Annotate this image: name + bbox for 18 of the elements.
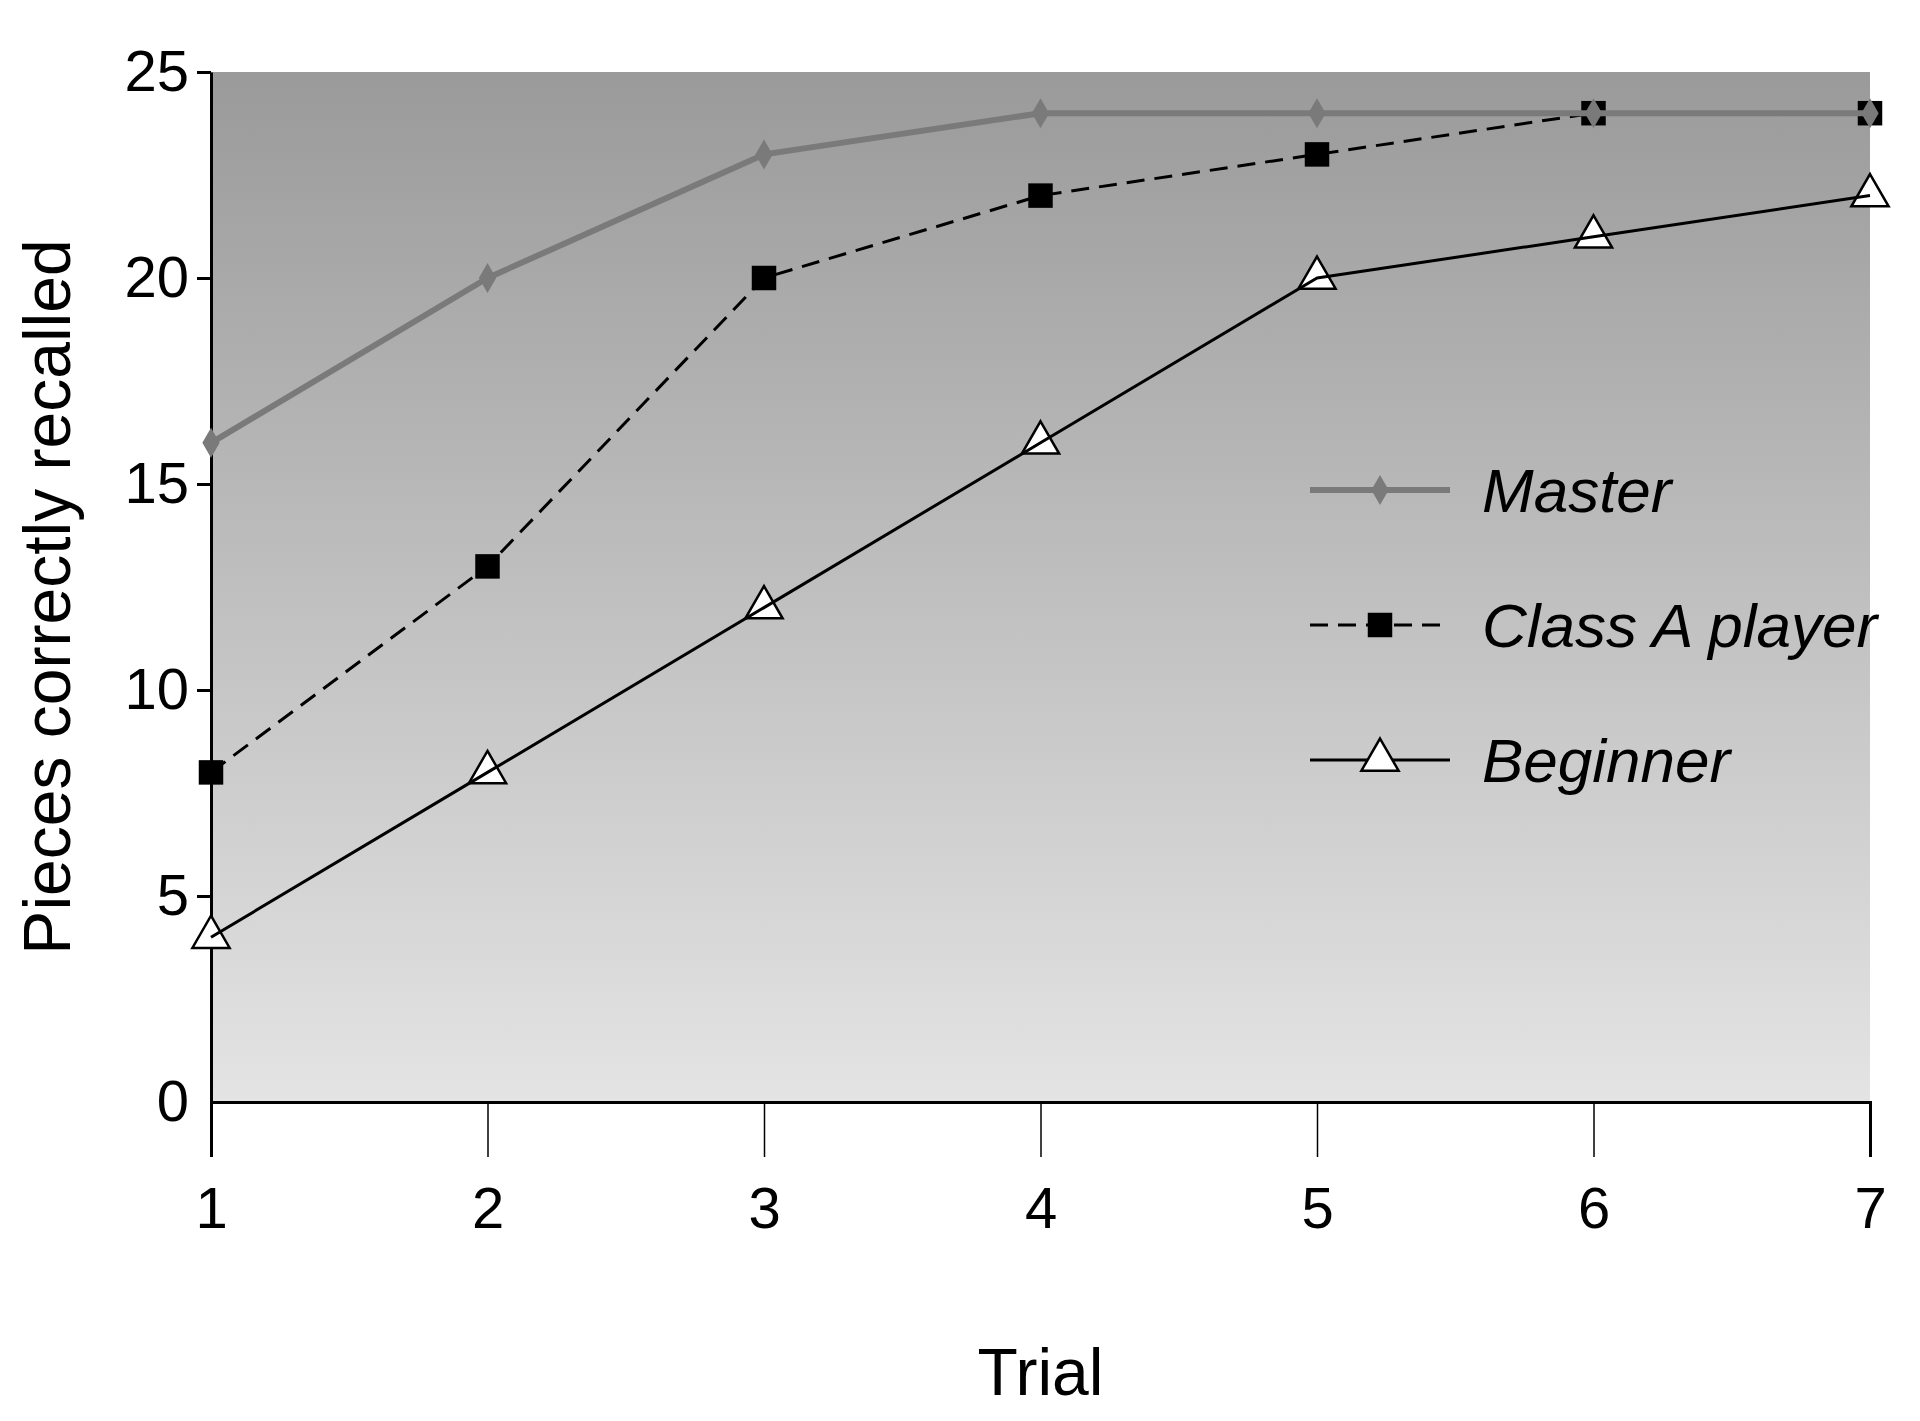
y-tick-label: 10 [124, 656, 189, 722]
y-axis-title: Pieces correctly recalled [10, 239, 84, 955]
x-tick-label: 4 [1024, 1175, 1058, 1241]
y-tick-label: 25 [124, 38, 189, 104]
x-tick-label: 3 [748, 1175, 781, 1241]
x-axis-title: Trial [977, 1335, 1104, 1409]
x-tick-label: 7 [1854, 1175, 1887, 1241]
legend-label: Beginner [1482, 725, 1733, 795]
x-tick-label: 5 [1301, 1175, 1334, 1241]
legend-label: Class A player [1482, 590, 1880, 660]
legend-label: Master [1482, 455, 1674, 525]
x-tick-label: 6 [1577, 1175, 1611, 1241]
x-tick-label: 2 [471, 1175, 505, 1241]
y-tick-label: 5 [156, 862, 189, 928]
y-tick-label: 20 [124, 244, 189, 310]
y-tick-label: 0 [156, 1068, 189, 1134]
y-tick-label: 15 [124, 450, 189, 516]
x-tick-label: 1 [195, 1175, 228, 1241]
